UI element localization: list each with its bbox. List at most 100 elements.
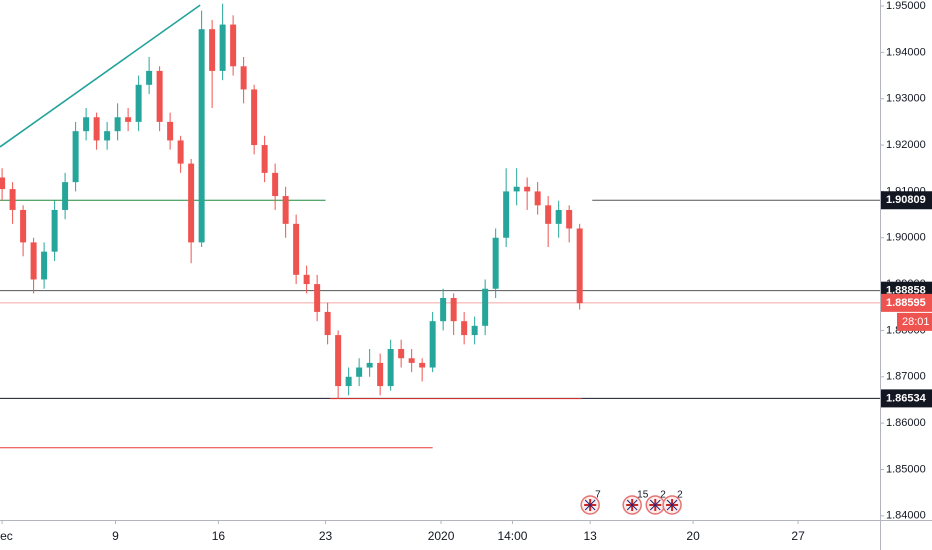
flag-stripe [666,499,678,511]
drawing-line [0,4,201,148]
event-marker[interactable]: 7 [580,490,601,515]
candle-body [356,367,363,377]
x-tick-label: 27 [791,529,805,543]
candle-body [335,335,342,387]
x-tick-label: 9 [112,529,119,543]
price-badge [881,191,932,210]
flag-stripe [626,499,638,511]
candle-body [398,348,405,359]
candle-body [576,228,583,304]
y-tick-label: 1.87000 [886,371,926,383]
candle-body [429,321,436,368]
candle-body [156,70,163,122]
candle-body [20,209,27,243]
price-badge [881,389,932,408]
candle-body [9,189,16,210]
y-tick-label: 1.94000 [886,46,926,58]
candle-body [482,288,489,326]
candle-body [503,191,510,238]
y-tick-label: 1.95000 [886,0,926,12]
countdown-label: 28:01 [902,316,930,328]
x-tick-label: 23 [319,529,333,543]
y-tick-label: 1.92000 [886,139,926,151]
flag-stripe [649,499,661,511]
y-tick-label: 1.84000 [886,510,926,522]
y-tick-label: 1.86000 [886,417,926,429]
y-tick-label: 1.90000 [886,232,926,244]
candle-body [324,311,331,336]
candle-body [209,29,216,71]
x-tick-label: Dec [0,529,13,543]
candle-body [345,376,352,387]
candle-body [188,163,195,243]
candle-body [135,84,142,122]
candle-body [104,131,111,141]
price-badge [881,293,932,312]
candle-body [440,298,447,322]
x-tick-label: 16 [212,529,226,543]
candle-body [125,117,132,122]
x-tick-label: 14:00 [497,529,527,543]
candle-body [419,362,426,368]
candle-body [72,131,79,183]
candle-body [167,121,174,141]
candle-body [219,24,226,71]
price-badge-label: 1.86534 [886,392,927,404]
candle-body [513,186,520,192]
candle-body [177,140,184,164]
candle-body [450,298,457,322]
candle-body [387,348,394,387]
candle-body [83,117,90,132]
event-marker[interactable]: 15 [622,490,649,515]
candle-body [492,237,499,289]
candle-body [30,242,37,280]
event-count: 7 [595,490,601,501]
candle-body [272,172,279,197]
price-badge-label: 1.88858 [886,285,926,297]
y-tick-label: 1.85000 [886,463,926,475]
event-count: 15 [637,490,649,501]
candle-body [240,66,247,90]
candle-body [377,362,384,387]
candle-body [408,358,415,363]
candle-body [293,223,300,275]
event-marker[interactable]: 2 [662,490,683,515]
event-marker[interactable]: 2 [645,490,666,515]
candle-body [261,145,268,173]
flag-stripe [584,499,596,511]
candle-body [198,29,205,243]
price-badge-label: 1.88595 [886,297,926,309]
x-tick-label: 20 [686,529,700,543]
candle-body [282,196,289,224]
candle-body [524,186,531,192]
candle-body [545,205,552,224]
countdown-badge [897,312,932,331]
candle-body [251,89,258,146]
x-tick-label: 2020 [428,529,455,543]
candle-body [534,191,541,206]
candle-body [230,24,237,67]
candle-body [471,325,478,336]
plot-area: 7 15 2 2 [0,3,880,515]
candle-body [566,209,573,229]
event-count: 2 [677,490,683,501]
candle-body [51,209,58,252]
candle-body [314,284,321,312]
event-count: 2 [660,490,666,501]
price-badge-label: 1.90809 [886,194,926,206]
candle-body [303,274,310,285]
candle-body [366,362,373,368]
candle-body [146,70,153,85]
candle-body [62,182,69,210]
y-tick-label: 1.93000 [886,93,926,105]
x-tick-label: 13 [583,529,597,543]
candle-body [41,251,48,280]
candle-body [93,117,100,141]
candle-body [461,321,468,336]
candle-body [0,177,6,190]
candle-body [114,117,121,132]
candle-body [555,209,562,224]
